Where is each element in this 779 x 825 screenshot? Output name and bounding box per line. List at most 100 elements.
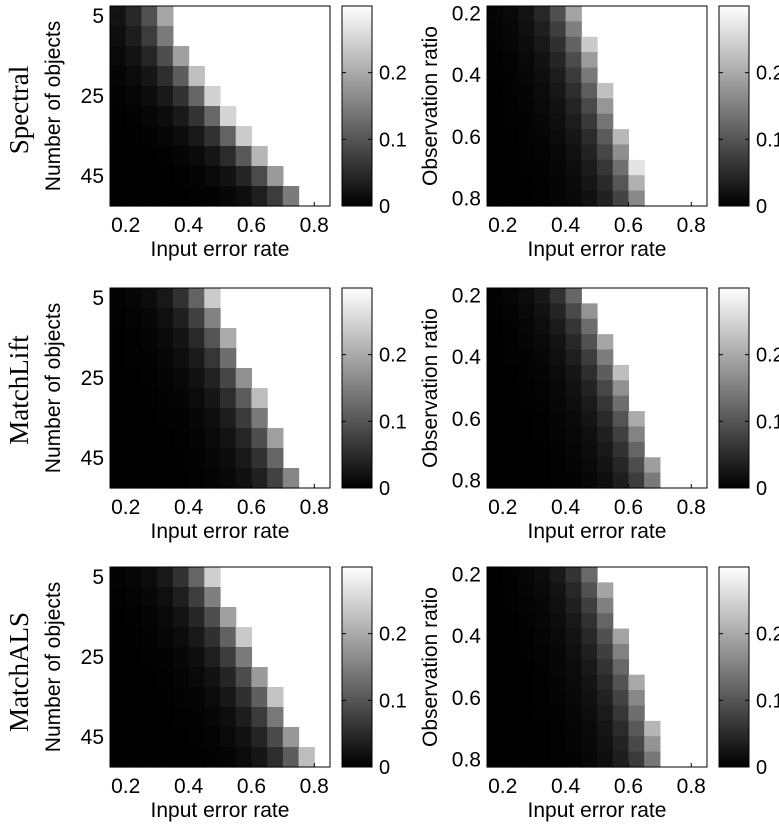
heatmap-cell — [141, 106, 158, 127]
y-tick-label: 5 — [92, 5, 104, 28]
heatmap-cell — [110, 607, 127, 628]
heatmap-cell — [549, 628, 567, 645]
heatmap-cell — [172, 468, 190, 489]
heatmap-cell — [518, 720, 535, 737]
heatmap-cell — [487, 567, 504, 583]
heatmap-cell — [267, 468, 284, 489]
heatmap-cell — [110, 186, 127, 207]
x-tick-label: 0.2 — [488, 496, 517, 519]
heatmap-cell — [125, 46, 143, 67]
heatmap-cell — [534, 395, 551, 412]
heatmap-cell — [220, 468, 237, 489]
heatmap-cell — [125, 368, 143, 389]
heatmap-cell — [534, 441, 551, 458]
heatmap-cell — [534, 472, 551, 489]
heatmap-cell — [125, 747, 143, 768]
heatmap-cell — [188, 627, 205, 648]
heatmap-cell — [534, 659, 551, 676]
heatmap-cell — [487, 190, 504, 207]
heatmap-cell — [267, 687, 284, 708]
heatmap-cell — [204, 567, 221, 588]
heatmap-cell — [204, 348, 221, 369]
heatmap-cell — [628, 751, 645, 768]
heatmap-cell — [597, 113, 614, 130]
heatmap-cell — [518, 705, 535, 722]
heatmap-cell — [141, 647, 158, 668]
heatmap-cell — [267, 727, 284, 748]
heatmap-cell — [141, 567, 158, 588]
plot-frame — [486, 287, 708, 489]
heatmap-cell — [597, 597, 614, 614]
heatmap-cell — [502, 36, 520, 53]
heatmap-cell — [581, 129, 598, 146]
colorbar-tick-label: 0.2 — [379, 345, 407, 367]
heatmap-cell — [581, 159, 598, 176]
heatmap-cell — [518, 643, 535, 660]
x-tick-label: 0.8 — [677, 214, 706, 237]
heatmap-cell — [502, 457, 520, 474]
heatmap-cell — [172, 368, 190, 389]
heatmap-cell — [220, 368, 237, 389]
heatmap-cell — [487, 334, 504, 351]
heatmap-cell — [502, 472, 520, 489]
y-axis-label: Number of objects — [42, 303, 65, 473]
heatmap-cell — [235, 428, 253, 449]
heatmap-cell — [188, 607, 205, 628]
heatmap-cell — [597, 628, 614, 645]
heatmap-cell — [157, 448, 174, 469]
heatmap-cell — [110, 66, 127, 87]
heatmap-cell — [172, 707, 190, 728]
heatmap-cell — [518, 567, 535, 583]
heatmap-cell — [235, 146, 253, 167]
colorbar — [718, 5, 750, 207]
heatmap-cell — [487, 349, 504, 366]
heatmap-cell — [251, 667, 268, 688]
colorbar-tick-label: 0 — [756, 757, 767, 779]
heatmap-cell — [172, 727, 190, 748]
heatmap-cell — [565, 288, 582, 304]
heatmap-cell — [172, 308, 190, 329]
heatmap-cell — [487, 395, 504, 412]
heatmap-cell — [235, 707, 253, 728]
heatmap-cell — [172, 166, 190, 187]
heatmap-cell — [141, 288, 158, 309]
heatmap-cell — [549, 175, 567, 192]
heatmap-cell — [110, 428, 127, 449]
heatmap-cell — [565, 751, 582, 768]
heatmap-cell — [628, 690, 645, 707]
heatmap-cell — [251, 707, 268, 728]
heatmap-cell — [282, 747, 300, 768]
heatmap-cell — [581, 52, 598, 69]
heatmap-cell — [549, 129, 567, 146]
heatmap-cell — [110, 348, 127, 369]
heatmap-cell — [157, 368, 174, 389]
heatmap-cell — [110, 627, 127, 648]
heatmap-cell — [549, 67, 567, 84]
heatmap-cell — [487, 159, 504, 176]
heatmap-cell — [220, 388, 237, 409]
heatmap-cell — [502, 21, 520, 38]
heatmap-cell — [597, 144, 614, 161]
heatmap-cell — [549, 720, 567, 737]
heatmap-cell — [141, 348, 158, 369]
heatmap-cell — [518, 67, 535, 84]
heatmap-cell — [597, 411, 614, 428]
heatmap-cell — [110, 707, 127, 728]
heatmap-cell — [502, 98, 520, 115]
heatmap-cell — [581, 643, 598, 660]
heatmap-cell — [534, 303, 551, 320]
heatmap-cell — [502, 303, 520, 320]
heatmap-cell — [565, 52, 582, 69]
heatmap-cell — [502, 364, 520, 381]
heatmap-cell — [518, 159, 535, 176]
heatmap-cell — [565, 82, 582, 99]
heatmap-cell — [581, 36, 598, 53]
heatmap-cell — [172, 328, 190, 349]
heatmap-cell — [549, 82, 567, 99]
heatmap-cell — [565, 582, 582, 599]
heatmap-cell — [644, 751, 661, 768]
heatmap-cell — [251, 186, 268, 207]
heatmap-cell — [612, 720, 630, 737]
heatmap-cell — [581, 613, 598, 630]
heatmap-cell — [518, 628, 535, 645]
